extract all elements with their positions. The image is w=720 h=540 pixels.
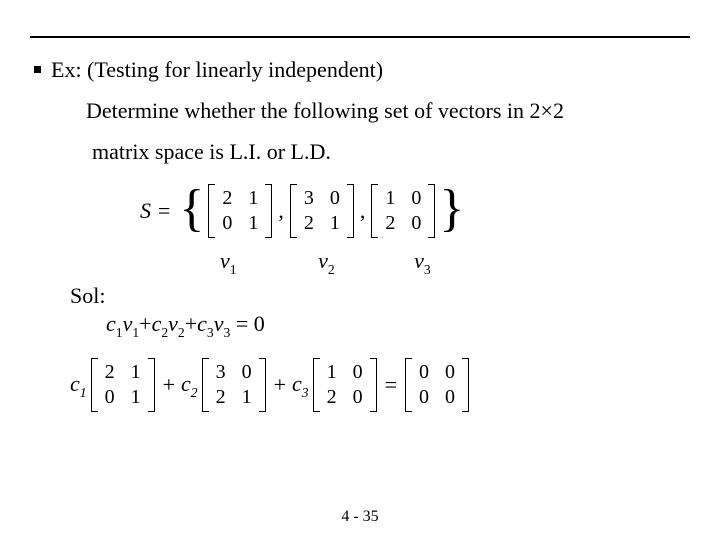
m3-11: 0: [410, 212, 422, 235]
title-row: Ex: (Testing for linearly independent): [34, 52, 690, 87]
page-number: 4 - 35: [0, 508, 720, 526]
matrix-3: 1 0 2 0: [371, 184, 435, 238]
m1-11: 1: [247, 212, 259, 235]
sol-label: Sol:: [70, 283, 690, 309]
m1-01: 1: [247, 187, 259, 210]
v3-sym: v: [414, 248, 424, 274]
desc-line-1: Determine whether the following set of v…: [86, 93, 690, 128]
set-lhs: S =: [140, 198, 177, 224]
m1-10: 0: [221, 212, 233, 235]
m2-00: 3: [303, 187, 315, 210]
m1-00: 2: [221, 187, 233, 210]
matrix-equation: c1 21 01 + c2 30 21 + c3 10 20: [70, 358, 690, 412]
v1-sub: 1: [230, 262, 237, 278]
v2-sym: v: [318, 248, 328, 274]
desc-line-2: matrix space is L.I. or L.D.: [92, 134, 690, 169]
m2-01: 0: [329, 187, 341, 210]
m3-00: 1: [384, 187, 396, 210]
v1-sym: v: [220, 248, 230, 274]
matrix-1: 2 1 0 1: [208, 184, 272, 238]
matrix-2: 3 0 2 1: [290, 184, 354, 238]
v2-sub: 2: [328, 262, 335, 278]
m2-11: 1: [329, 212, 341, 235]
comma-2: ,: [356, 198, 370, 224]
eq-matrix-2: 30 21: [202, 358, 266, 412]
eq-matrix-zero: 00 00: [405, 358, 469, 412]
square-bullet-icon: [34, 66, 41, 73]
title-text: Ex: (Testing for linearly independent): [51, 52, 383, 87]
m3-01: 0: [410, 187, 422, 210]
right-brace-icon: }: [437, 183, 466, 235]
left-brace-icon: {: [177, 183, 206, 235]
vector-labels: v1 v2 v3: [180, 248, 690, 277]
set-definition: S = { 2 1 0 1 , 3 0 2 1: [140, 184, 690, 238]
m2-10: 2: [303, 212, 315, 235]
v3-sub: 3: [424, 262, 431, 278]
eq-matrix-3: 10 20: [313, 358, 377, 412]
eq-matrix-1: 21 01: [91, 358, 155, 412]
comma-1: ,: [274, 198, 288, 224]
m3-10: 2: [384, 212, 396, 235]
top-rule: [30, 36, 690, 38]
sol-equation: c1v1+c2v2+c3v3 = 0: [106, 311, 690, 340]
